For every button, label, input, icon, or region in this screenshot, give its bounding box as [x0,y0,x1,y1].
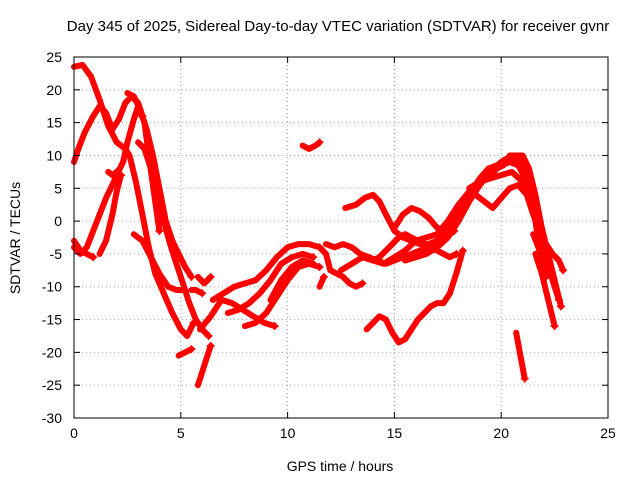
y-tick-label: 0 [54,213,62,229]
x-tick-label: 10 [280,425,296,441]
data-point-marker [204,331,213,340]
series-arc [209,241,323,303]
data-point-marker [315,138,324,147]
series-arc [130,231,189,293]
data-point-marker [206,272,215,281]
series-arc [530,231,550,280]
series-arc [487,152,543,251]
y-tick-label: 10 [46,147,62,163]
plot-border [73,56,609,419]
data-series [71,61,568,389]
series-arc [197,296,278,333]
series-arc [188,287,206,297]
data-point-marker [542,272,551,281]
data-point-marker [315,263,324,272]
data-point-marker [270,322,279,331]
series-arc [71,103,163,257]
y-tick-label: -10 [42,279,62,295]
series-arc [105,168,120,179]
chart-title: Day 345 of 2025, Sidereal Day-to-day VTE… [67,18,609,35]
x-tick-label: 25 [600,425,616,441]
y-tick-label: 5 [54,180,62,196]
y-tick-label: -30 [42,410,62,426]
data-point-marker [112,167,121,176]
series-arc [267,257,317,303]
x-tick-label: 20 [493,425,509,441]
y-tick-label: 15 [46,115,62,131]
y-tick-label: -15 [42,312,62,328]
data-point-marker [206,341,215,350]
series-arc [71,61,197,339]
series-arc [299,139,323,152]
series-arc [194,273,214,287]
data-point-marker [198,289,207,298]
data-point-marker [187,345,196,354]
data-point-marker [116,171,125,180]
grid-lines [74,57,608,418]
data-point-marker [358,279,367,288]
y-tick-label: -25 [42,377,62,393]
data-point-marker [520,374,529,383]
x-tick-label: 15 [387,425,403,441]
x-tick-label: 5 [177,425,185,441]
data-point-marker [89,253,98,262]
y-tick-label: -5 [50,246,63,262]
series-arc [370,231,460,264]
series-arc [472,182,567,274]
x-tick-label: 0 [70,425,78,441]
y-tick-label: 25 [46,49,62,65]
series-arc [224,250,317,316]
data-point-marker [319,272,328,281]
data-point-marker [155,226,164,235]
series-arc [175,346,195,359]
series-arc [363,247,466,346]
series-arc [135,139,212,339]
series-arc [316,244,366,290]
series-arc [96,172,124,257]
data-point-marker [458,246,467,255]
data-point-marker [557,302,566,311]
data-point-marker [187,272,196,281]
data-point-marker [309,259,318,268]
data-point-marker [554,295,563,304]
series-arc [532,250,558,330]
axis-ticks: 0 5 10 15 20 25 -30 -25 -20 -15 -10 -5 0 5 10 15 20 25 [42,49,616,441]
y-tick-label: -20 [42,344,62,360]
x-axis-label: GPS time / hours [287,458,394,474]
y-tick-label: 20 [46,82,62,98]
series-arc [513,329,528,382]
series-arc [194,342,214,389]
series-arc [71,237,97,261]
y-axis-label: SDTVAR / TECUs [7,182,23,294]
data-point-marker [550,322,559,331]
data-point-marker [559,266,568,275]
